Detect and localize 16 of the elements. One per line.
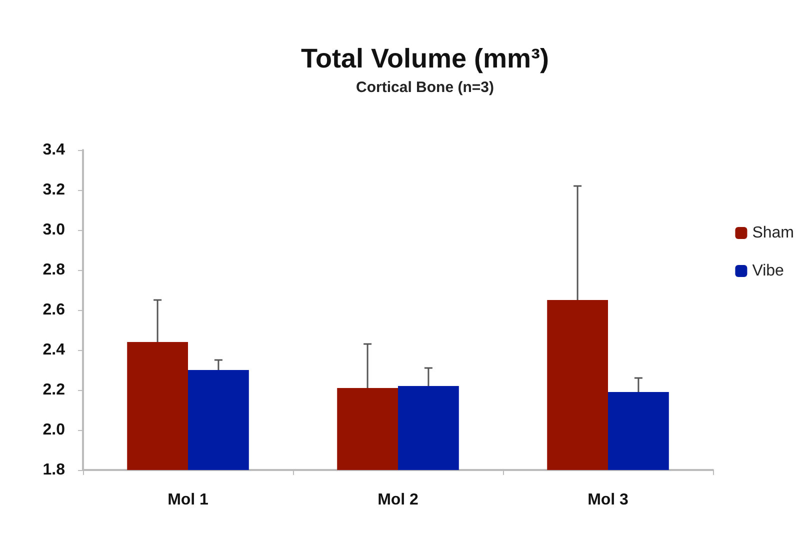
y-tick-label: 2.8	[42, 262, 66, 278]
x-tick-label: Mol 3	[588, 492, 629, 508]
y-tick-label: 2.4	[42, 342, 66, 358]
y-tick-label: 3.2	[42, 182, 66, 198]
x-tick-label: Mol 2	[378, 492, 419, 508]
y-tick-label: 2.0	[42, 422, 66, 438]
legend-label: Sham	[752, 224, 794, 242]
legend-label: Vibe	[752, 262, 784, 280]
y-tick-label: 3.0	[42, 222, 66, 238]
y-tick-label: 2.6	[42, 302, 66, 318]
chart-title: Total Volume (mm³)	[301, 44, 549, 74]
y-tick-label: 2.2	[42, 382, 66, 398]
y-tick-label: 1.8	[42, 462, 66, 478]
y-tick-label: 3.4	[42, 142, 66, 158]
x-tick-label: Mol 1	[168, 492, 209, 508]
chart-subtitle: Cortical Bone (n=3)	[356, 79, 494, 96]
